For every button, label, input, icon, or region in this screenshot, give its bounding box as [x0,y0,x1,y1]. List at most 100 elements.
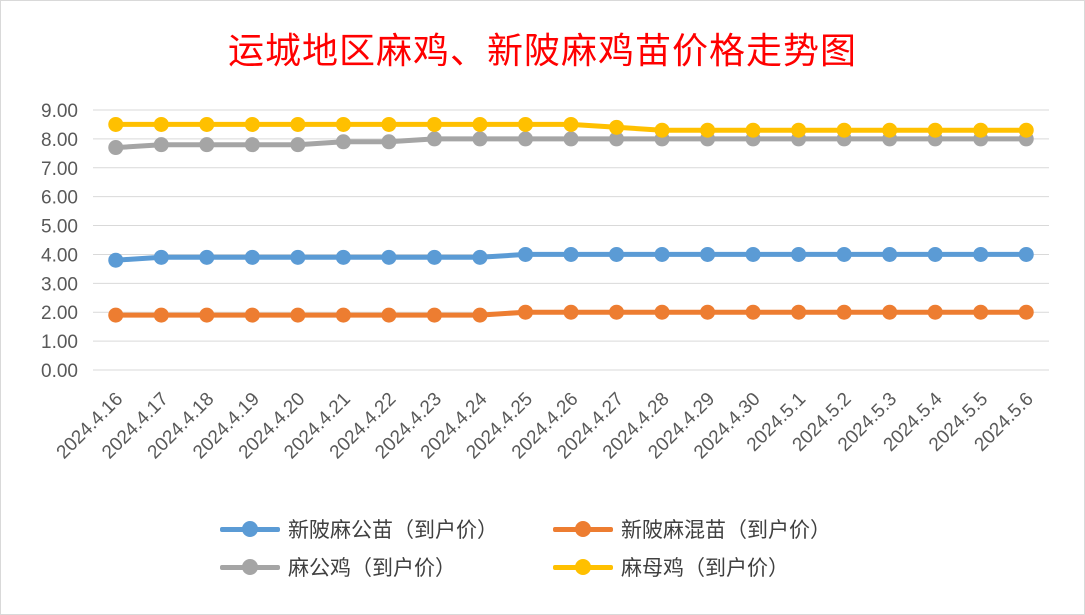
data-point [244,137,260,153]
data-point [108,140,124,156]
legend-swatch-series-3 [220,552,280,582]
data-point [654,246,670,262]
data-point [153,307,169,323]
data-point [472,116,488,132]
series-3 [108,131,1034,156]
data-point [882,246,898,262]
data-point [973,304,989,320]
legend-label-series-1: 新陂麻公苗（到户价） [288,518,498,542]
legend-swatch-series-4 [553,552,613,582]
data-point [335,249,351,265]
data-point [199,116,215,132]
data-point [700,304,716,320]
legend-item-series-4: 麻母鸡（到户价） [553,552,789,582]
data-point [108,116,124,132]
y-tick-label: 1.00 [41,332,78,353]
data-point [609,304,625,320]
data-point [290,116,306,132]
gridlines [93,109,1049,371]
data-point [290,249,306,265]
y-tick-label: 4.00 [41,245,78,266]
data-point [108,307,124,323]
data-point [609,131,625,147]
y-tick-label: 2.00 [41,303,78,324]
y-tick-label: 3.00 [41,274,78,295]
data-point [472,131,488,147]
data-point [108,252,124,268]
data-point [836,304,852,320]
data-point [563,131,579,147]
data-point [563,246,579,262]
y-tick-label: 7.00 [41,159,78,180]
data-point [791,246,807,262]
data-point [472,249,488,265]
data-point [335,134,351,150]
data-point [426,131,442,147]
data-point [700,122,716,138]
legend-label-series-3: 麻公鸡（到户价） [288,556,456,580]
chart-title: 运城地区麻鸡、新陂麻鸡苗价格走势图 [227,31,857,72]
data-point [199,249,215,265]
y-tick-label: 5.00 [41,217,78,238]
data-point [244,307,260,323]
data-point [700,246,716,262]
y-axis-tick-labels: 0.00 1.00 2.00 3.00 4.00 5.00 6.00 7.00 8.00 9.00 [41,101,78,382]
data-point [426,307,442,323]
data-point [381,134,397,150]
data-point [927,304,943,320]
data-point [290,307,306,323]
data-point [745,304,761,320]
data-point [1018,304,1034,320]
data-point [472,307,488,323]
series-1 [108,246,1034,268]
series-2 [108,304,1034,323]
data-point [153,249,169,265]
data-point [1018,246,1034,262]
legend-swatch-series-2 [553,514,613,544]
y-tick-label: 8.00 [41,130,78,151]
data-point [654,304,670,320]
data-point [290,137,306,153]
data-point [381,249,397,265]
data-point [609,119,625,135]
data-point [335,307,351,323]
legend-label-series-4: 麻母鸡（到户价） [621,556,789,580]
data-point [745,122,761,138]
data-point [153,116,169,132]
data-point [745,246,761,262]
legend-label-series-2: 新陂麻混苗（到户价） [621,518,831,542]
data-point [381,116,397,132]
data-point [836,122,852,138]
data-point [199,137,215,153]
data-point [244,249,260,265]
y-tick-label: 9.00 [41,101,78,122]
data-point [882,304,898,320]
series-4 [108,116,1034,138]
data-point [609,246,625,262]
legend-swatch-series-1 [220,514,280,544]
data-point [563,304,579,320]
data-point [882,122,898,138]
data-point [927,246,943,262]
legend-item-series-1: 新陂麻公苗（到户价） [220,514,498,544]
data-point [153,137,169,153]
data-point [244,116,260,132]
x-axis-tick-labels: 2024.4.162024.4.172024.4.182024.4.192024… [53,388,1038,463]
legend-item-series-2: 新陂麻混苗（到户价） [553,514,831,544]
data-point [654,122,670,138]
data-point [1018,122,1034,138]
data-point [199,307,215,323]
series-layer [108,116,1034,323]
legend-item-series-3: 麻公鸡（到户价） [220,552,456,582]
data-point [973,122,989,138]
data-point [563,116,579,132]
data-point [836,246,852,262]
data-point [791,122,807,138]
data-point [973,246,989,262]
y-tick-label: 6.00 [41,188,78,209]
data-point [517,246,533,262]
data-point [517,131,533,147]
data-point [517,116,533,132]
